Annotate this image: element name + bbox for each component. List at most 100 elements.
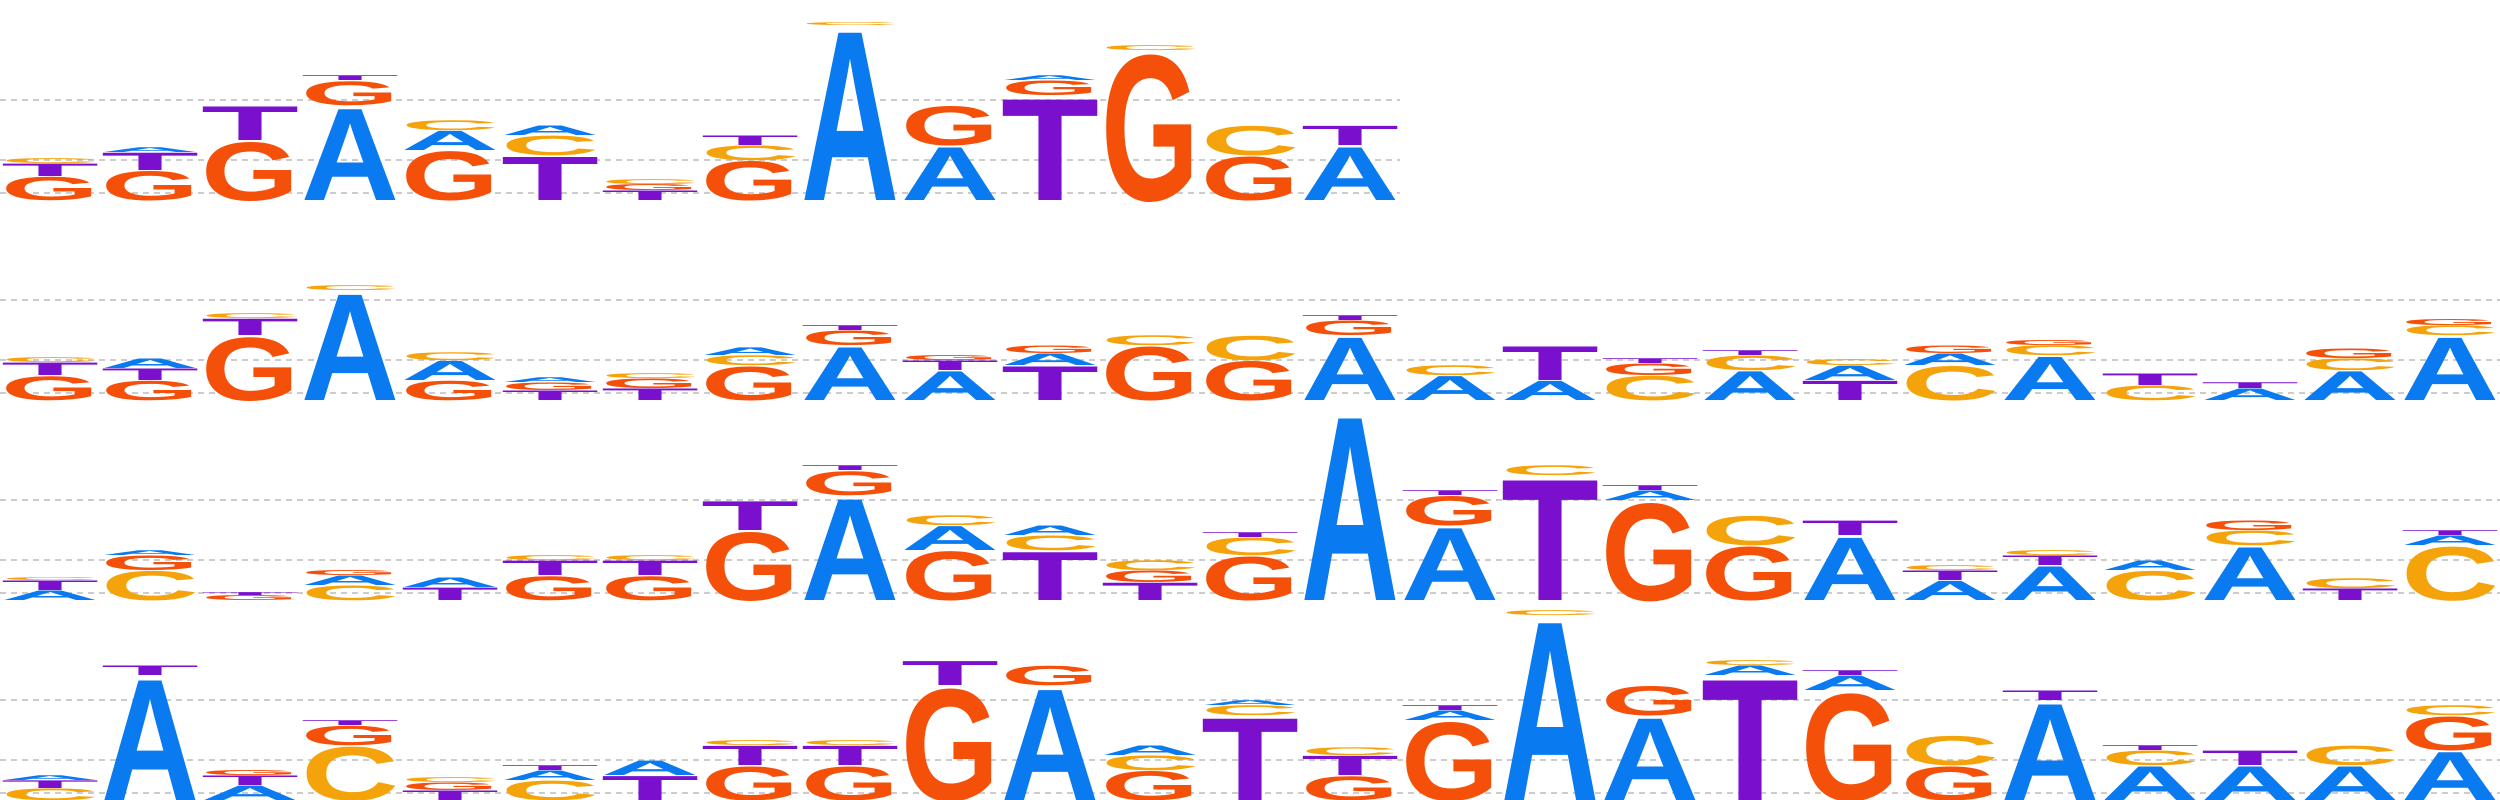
logo-letter: A	[301, 573, 399, 589]
logo-letter: C	[1201, 703, 1299, 719]
logo-letter: C	[601, 178, 699, 186]
logo-letter: T	[1801, 375, 1899, 406]
logo-letter: C	[301, 730, 399, 800]
logo-letter: G	[201, 594, 299, 602]
logo-letter: C	[2001, 343, 2099, 359]
logo-letter: A	[2301, 363, 2399, 409]
logo-letter: G	[1201, 351, 1299, 413]
logo-letter: T	[2301, 585, 2399, 604]
logo-letter: A	[1, 588, 99, 604]
logo-letter: C	[1, 785, 99, 800]
logo-letter: A	[501, 768, 599, 784]
logo-letter: T	[801, 464, 899, 472]
logo-letter: T	[1901, 568, 1999, 584]
logo-letter: A	[2201, 756, 2299, 800]
logo-letter: C	[1701, 508, 1799, 554]
logo-letter: A	[901, 363, 999, 409]
logo-letter: G	[901, 656, 999, 800]
logo-letter: A	[1201, 699, 1299, 707]
logo-letter: A	[1501, 569, 1599, 800]
logo-letter: T	[1, 359, 99, 379]
logo-letter: T	[601, 768, 699, 800]
logo-letter: A	[1601, 488, 1699, 504]
logo-letter: C	[801, 739, 899, 747]
logo-letter: G	[2401, 318, 2499, 327]
logo-letter: G	[101, 375, 199, 406]
logo-letter: A	[2301, 756, 2399, 800]
logo-letter: G	[1901, 343, 1999, 355]
logo-letter: T	[301, 719, 399, 727]
logo-letter: C	[701, 739, 799, 747]
logo-letter: A	[1801, 519, 1899, 619]
logo-letter: T	[701, 133, 799, 149]
logo-letter: C	[1901, 356, 1999, 410]
logo-letter: G	[1301, 768, 1399, 800]
logo-letter: A	[401, 355, 499, 386]
logo-letter: A	[501, 123, 599, 139]
logo-letter: G	[2301, 346, 2399, 362]
logo-letter: T	[201, 591, 299, 596]
logo-letter: C	[701, 353, 799, 369]
logo-letter: A	[1601, 694, 1699, 800]
logo-letter: A	[101, 356, 199, 372]
logo-letter: G	[201, 319, 299, 419]
logo-letter: C	[601, 372, 699, 380]
logo-letter: C	[1, 356, 99, 364]
logo-letter: G	[1001, 343, 1099, 355]
logo-letter: G	[1001, 77, 1099, 100]
logo-letter: A	[1001, 350, 1099, 369]
logo-letter: A	[1001, 74, 1099, 82]
logo-letter: T	[501, 144, 599, 214]
logo-letter: A	[1401, 368, 1499, 407]
logo-letter: G	[701, 151, 799, 213]
logo-letter: C	[501, 775, 599, 800]
logo-letter: C	[1101, 558, 1199, 574]
logo-letter: C	[1901, 564, 1999, 572]
logo-letter: A	[1701, 663, 1799, 679]
logo-letter: A	[101, 146, 199, 154]
logo-letter: T	[201, 773, 299, 789]
logo-letter: G	[301, 73, 399, 112]
logo-letter: C	[2301, 740, 2399, 771]
logo-letter: T	[2001, 688, 2099, 704]
logo-letter: C	[1901, 728, 1999, 774]
logo-letter: G	[1001, 660, 1099, 691]
logo-letter: G	[401, 780, 499, 792]
logo-letter: T	[2401, 529, 2499, 537]
logo-letter: G	[1101, 763, 1199, 800]
logo-letter: G	[1301, 317, 1399, 340]
logo-letter: C	[1301, 745, 1399, 757]
logo-letter: C	[1, 576, 99, 581]
logo-letter: A	[1, 774, 99, 782]
logo-letter: A	[1701, 363, 1799, 409]
logo-letter: A	[1801, 362, 1899, 385]
logo-letter: C	[901, 513, 999, 529]
logo-letter: A	[401, 125, 499, 156]
logo-letter: C	[1201, 328, 1299, 367]
logo-letter: T	[1701, 644, 1799, 800]
logo-letter: A	[1501, 375, 1599, 406]
logo-letter: G	[301, 569, 399, 577]
logo-letter: G	[101, 552, 199, 575]
logo-letter: T	[1601, 357, 1699, 365]
logo-letter: C	[601, 554, 699, 562]
logo-letter: C	[301, 284, 399, 292]
logo-letter: T	[901, 358, 999, 374]
logo-letter: A	[2101, 558, 2199, 574]
logo-letter: T	[701, 740, 799, 771]
logo-letter: C	[1101, 752, 1199, 775]
logo-letter: C	[501, 554, 599, 562]
logo-letter: T	[1301, 120, 1399, 151]
logo-letter: C	[2201, 527, 2299, 550]
logo-letter: T	[1, 578, 99, 594]
logo-letter: G	[701, 356, 799, 410]
logo-letter: A	[1401, 506, 1499, 622]
logo-letter: G	[1, 170, 99, 207]
logo-letter: G	[1801, 663, 1899, 800]
logo-letter: C	[2001, 549, 2099, 557]
logo-letter: A	[1301, 362, 1399, 657]
